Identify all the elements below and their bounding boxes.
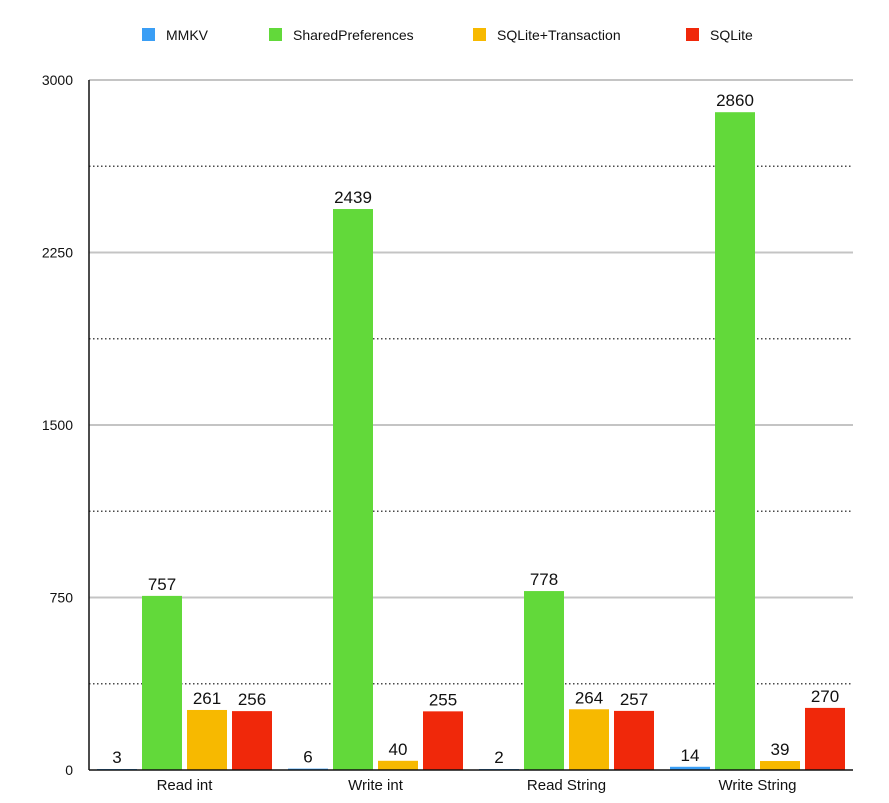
data-label: 261 [193,689,221,708]
data-label: 255 [429,690,457,709]
bar-2-3 [524,591,564,770]
data-label: 2439 [334,188,372,207]
data-label: 257 [620,690,648,709]
bar-3-3 [569,709,609,770]
data-label: 264 [575,688,603,707]
bar-3-4 [760,761,800,770]
bar-4-2 [423,711,463,770]
legend-label-2: SharedPreferences [293,27,414,43]
bar-4-1 [232,711,272,770]
data-label: 40 [389,740,408,759]
y-tick-label: 3000 [42,72,73,88]
bar-3-2 [378,760,418,770]
data-label: 3 [112,748,121,767]
labels: 0 750 1500 2250 3000 3 757 261 256 Read int 6 2439 4… [42,72,839,794]
bar-1-4 [670,766,710,770]
legend-swatch-1 [142,28,155,41]
y-tick-label: 2250 [42,245,73,261]
bar-4-4 [805,707,845,770]
legend-swatch-3 [473,28,486,41]
legend-label-3: SQLite+Transaction [497,27,621,43]
x-tick-label: Write int [348,777,404,794]
data-label: 39 [771,740,790,759]
y-tick-label: 1500 [42,417,73,433]
legend-swatch-4 [686,28,699,41]
data-label: 270 [811,687,839,706]
data-label: 757 [148,575,176,594]
legend-label-1: MMKV [166,27,209,43]
y-tick-label: 0 [65,762,73,778]
data-label: 2860 [716,91,754,110]
legend: MMKV SharedPreferences SQLite+Transaction S… [142,27,753,43]
legend-swatch-2 [269,28,282,41]
bars [97,112,845,770]
bar-2-4 [715,112,755,770]
axes [88,80,853,771]
bar-2-2 [333,209,373,770]
y-tick-label: 750 [50,590,74,606]
data-label: 6 [303,748,312,767]
legend-label-4: SQLite [710,27,753,43]
x-tick-label: Read String [527,777,606,794]
data-label: 778 [530,570,558,589]
data-label: 256 [238,690,266,709]
bar-3-1 [187,709,227,770]
bar-2-1 [142,595,182,770]
x-tick-label: Write String [718,777,796,794]
bar-4-3 [614,710,654,770]
x-tick-label: Read int [157,777,214,794]
data-label: 14 [681,746,700,765]
data-label: 2 [494,748,503,767]
